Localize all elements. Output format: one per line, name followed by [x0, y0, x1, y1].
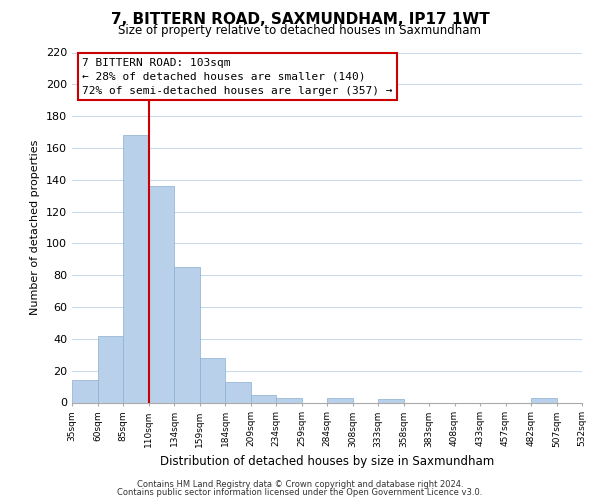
Bar: [251, 394, 276, 402]
Text: 7 BITTERN ROAD: 103sqm
← 28% of detached houses are smaller (140)
72% of semi-de: 7 BITTERN ROAD: 103sqm ← 28% of detached…: [82, 58, 392, 96]
Bar: [327, 398, 353, 402]
Bar: [199, 358, 225, 403]
Y-axis label: Number of detached properties: Number of detached properties: [31, 140, 40, 315]
Bar: [97, 336, 123, 402]
Text: Contains public sector information licensed under the Open Government Licence v3: Contains public sector information licen…: [118, 488, 482, 497]
Text: Contains HM Land Registry data © Crown copyright and database right 2024.: Contains HM Land Registry data © Crown c…: [137, 480, 463, 489]
Bar: [276, 398, 302, 402]
Bar: [123, 135, 149, 402]
Bar: [225, 382, 251, 402]
Bar: [72, 380, 97, 402]
X-axis label: Distribution of detached houses by size in Saxmundham: Distribution of detached houses by size …: [160, 455, 494, 468]
Text: 7, BITTERN ROAD, SAXMUNDHAM, IP17 1WT: 7, BITTERN ROAD, SAXMUNDHAM, IP17 1WT: [110, 12, 490, 28]
Bar: [174, 268, 199, 402]
Text: Size of property relative to detached houses in Saxmundham: Size of property relative to detached ho…: [119, 24, 482, 37]
Bar: [149, 186, 174, 402]
Bar: [378, 400, 404, 402]
Bar: [531, 398, 557, 402]
